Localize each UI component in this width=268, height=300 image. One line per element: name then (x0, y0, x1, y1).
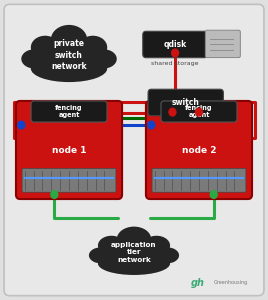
Ellipse shape (21, 49, 48, 69)
Circle shape (51, 191, 58, 198)
FancyBboxPatch shape (148, 89, 224, 116)
Ellipse shape (102, 243, 166, 264)
Text: gh: gh (191, 278, 205, 288)
Ellipse shape (143, 236, 170, 255)
Ellipse shape (51, 25, 87, 54)
Text: Greenhousing: Greenhousing (214, 280, 248, 285)
Ellipse shape (31, 55, 107, 82)
FancyBboxPatch shape (16, 101, 122, 199)
Ellipse shape (31, 36, 59, 59)
Ellipse shape (90, 49, 117, 69)
Ellipse shape (154, 247, 179, 263)
Text: switch: switch (172, 98, 200, 107)
Text: private
switch
network: private switch network (51, 39, 87, 70)
FancyBboxPatch shape (146, 101, 252, 199)
Ellipse shape (35, 45, 103, 69)
Circle shape (172, 49, 178, 57)
FancyBboxPatch shape (205, 30, 240, 58)
FancyBboxPatch shape (143, 31, 207, 58)
Text: shared storage: shared storage (151, 61, 199, 66)
Circle shape (196, 108, 202, 116)
Circle shape (18, 121, 25, 129)
Ellipse shape (117, 226, 151, 251)
FancyBboxPatch shape (31, 101, 107, 122)
FancyBboxPatch shape (22, 168, 116, 192)
Ellipse shape (89, 247, 114, 263)
Ellipse shape (98, 252, 170, 275)
Text: fencing
agent: fencing agent (55, 105, 83, 118)
Circle shape (169, 108, 176, 116)
FancyBboxPatch shape (152, 168, 246, 192)
Text: qdisk: qdisk (163, 40, 187, 49)
Text: node 1: node 1 (52, 146, 86, 154)
FancyBboxPatch shape (4, 4, 264, 296)
Circle shape (148, 121, 155, 129)
FancyBboxPatch shape (161, 101, 237, 122)
Text: fencing
agent: fencing agent (185, 105, 213, 118)
Text: node 2: node 2 (182, 146, 216, 154)
Ellipse shape (98, 236, 125, 255)
Text: application
tier
network: application tier network (111, 242, 157, 262)
Circle shape (210, 191, 217, 198)
Ellipse shape (79, 36, 107, 59)
